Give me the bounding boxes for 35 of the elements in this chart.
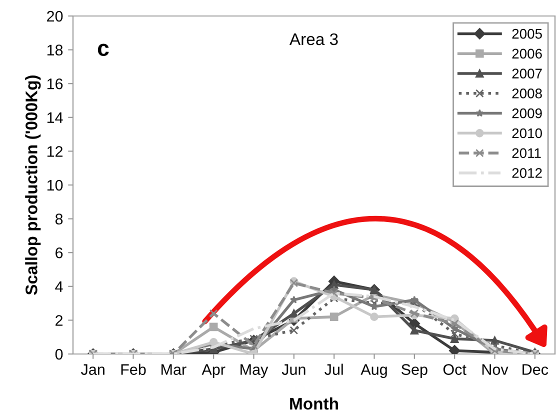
y-tick-label: 20 xyxy=(47,10,63,22)
legend-label: 2007 xyxy=(512,68,542,78)
x-tick-label: Aug xyxy=(360,364,387,378)
y-tick-label: 8 xyxy=(55,214,63,224)
y-tick-label: 4 xyxy=(55,281,63,292)
y-tick-label: 2 xyxy=(56,315,63,326)
x-tick-label: Jan xyxy=(81,364,104,375)
text: Area 3 xyxy=(289,33,338,46)
y-tick-label: 10 xyxy=(47,180,63,191)
legend-label: 2010 xyxy=(512,128,542,138)
legend-label: 2011 xyxy=(512,148,541,158)
x-tick-label: Dec xyxy=(522,364,548,375)
legend-label: 2008 xyxy=(512,88,542,98)
x-axis-title: Month xyxy=(290,397,338,410)
legend-label: 2005 xyxy=(512,28,542,39)
y-tick-label: 6 xyxy=(56,247,63,258)
x-tick-label: Nov xyxy=(482,364,508,375)
x-tick-label: May xyxy=(240,364,268,378)
legend-label: 2009 xyxy=(512,108,542,118)
y-tick-label: 14 xyxy=(47,112,63,123)
y-tick-label: 0 xyxy=(55,348,63,360)
y-axis-title: Scallop production ('000Kg) xyxy=(25,76,41,295)
x-tick-label: Apr xyxy=(202,364,226,378)
x-tick-label: Jun xyxy=(282,364,306,375)
annotation: c xyxy=(98,44,109,56)
legend-label: 2012 xyxy=(512,168,542,178)
x-tick-label: Jul xyxy=(324,364,343,375)
y-tick-label: 18 xyxy=(47,44,63,56)
legend-label: 2006 xyxy=(512,48,542,59)
x-tick-label: Feb xyxy=(121,364,146,375)
x-tick-label: Oct xyxy=(443,364,466,375)
x-tick-label: Sep xyxy=(402,364,428,378)
x-tick-label: Mar xyxy=(162,364,186,375)
y-tick-label: 12 xyxy=(47,146,63,157)
y-tick-label: 16 xyxy=(47,78,63,90)
